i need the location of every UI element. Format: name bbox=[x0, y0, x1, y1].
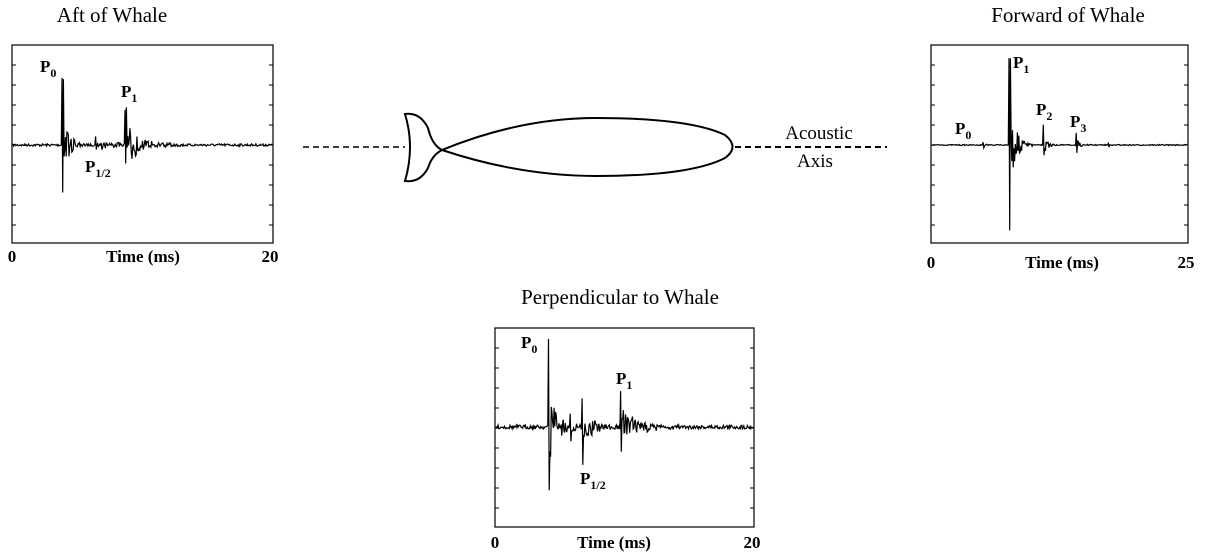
panel-frame bbox=[11, 44, 274, 244]
peak-sub: 1 bbox=[1023, 62, 1029, 76]
peak-base: P bbox=[85, 157, 95, 176]
peak-label: P3 bbox=[1070, 112, 1086, 135]
peak-sub: 1/2 bbox=[95, 166, 110, 180]
peak-label: P2 bbox=[1036, 100, 1052, 123]
peak-sub: 0 bbox=[965, 128, 971, 142]
peak-label: P1/2 bbox=[580, 469, 606, 492]
peak-label: P1 bbox=[121, 82, 137, 105]
waveform bbox=[931, 58, 1188, 231]
x-start-label: 0 bbox=[927, 253, 936, 272]
peak-base: P bbox=[40, 57, 50, 76]
panel-title: Aft of Whale bbox=[57, 3, 167, 27]
x-axis-label: Time (ms) bbox=[106, 247, 180, 266]
peak-label: P0 bbox=[40, 57, 56, 80]
peak-label: P1/2 bbox=[85, 157, 111, 180]
peak-label: P0 bbox=[955, 119, 971, 142]
whale-outline bbox=[403, 112, 734, 183]
panel-frame bbox=[930, 44, 1189, 244]
x-start-label: 0 bbox=[491, 533, 500, 552]
axis-label: Acoustic bbox=[785, 123, 853, 144]
peak-sub: 1 bbox=[131, 91, 137, 105]
x-start-label: 0 bbox=[8, 247, 17, 266]
x-axis-label: Time (ms) bbox=[1025, 253, 1099, 272]
peak-sub: 1 bbox=[626, 378, 632, 392]
panel-title: Forward of Whale bbox=[991, 3, 1145, 27]
peak-sub: 3 bbox=[1080, 121, 1086, 135]
axis-label: Axis bbox=[797, 151, 833, 172]
waveform bbox=[495, 338, 754, 491]
peak-label: P1 bbox=[616, 369, 632, 392]
peak-base: P bbox=[1013, 53, 1023, 72]
peak-sub: 0 bbox=[50, 66, 56, 80]
peak-base: P bbox=[580, 469, 590, 488]
peak-base: P bbox=[955, 119, 965, 138]
peak-sub: 1/2 bbox=[590, 478, 605, 492]
peak-base: P bbox=[521, 333, 531, 352]
x-end-label: 25 bbox=[1178, 253, 1195, 272]
waveform bbox=[12, 77, 273, 193]
peak-sub: 0 bbox=[531, 342, 537, 356]
panel-title: Perpendicular to Whale bbox=[521, 285, 719, 309]
peak-base: P bbox=[1036, 100, 1046, 119]
peak-base: P bbox=[121, 82, 131, 101]
peak-base: P bbox=[1070, 112, 1080, 131]
x-end-label: 20 bbox=[744, 533, 761, 552]
peak-label: P1 bbox=[1013, 53, 1029, 76]
x-axis-label: Time (ms) bbox=[577, 533, 651, 552]
x-end-label: 20 bbox=[262, 247, 279, 266]
peak-base: P bbox=[616, 369, 626, 388]
peak-sub: 2 bbox=[1046, 109, 1052, 123]
peak-label: P0 bbox=[521, 333, 537, 356]
